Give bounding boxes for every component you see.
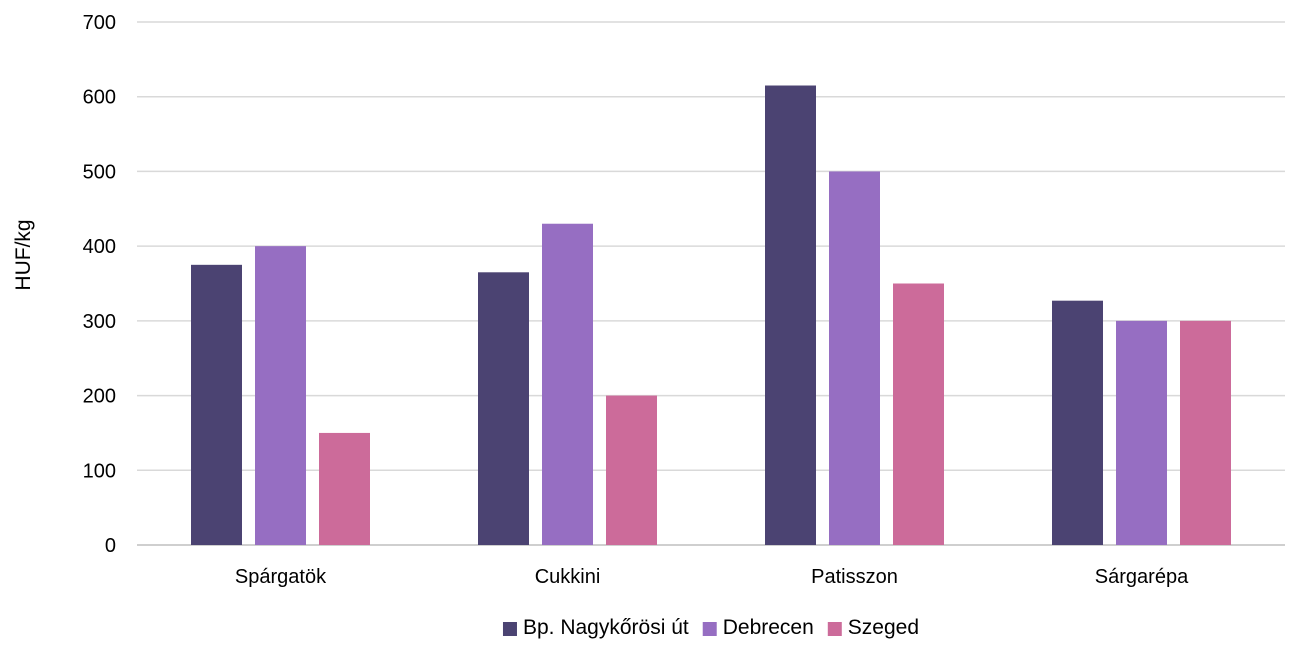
gridlines xyxy=(137,21,1285,546)
bar-2-3 xyxy=(829,171,880,545)
bar-3-4 xyxy=(1180,320,1231,545)
y-tick-label: 400 xyxy=(83,236,116,258)
bar-2-4 xyxy=(1116,320,1167,545)
y-tick-label: 600 xyxy=(83,87,116,109)
x-axis-ticks: Spárgatök Cukkini Patisszon Sárgarépa xyxy=(235,566,1189,588)
legend: Bp. Nagykőrösi út Debrecen Szeged xyxy=(502,616,919,639)
bar-3-3 xyxy=(893,283,944,545)
bar-1-4 xyxy=(1052,300,1103,545)
bar-1-3 xyxy=(765,85,816,545)
y-tick-label: 200 xyxy=(83,386,116,408)
x-tick-label: Spárgatök xyxy=(235,566,327,588)
y-tick-label: 300 xyxy=(83,311,116,333)
bar-1-2 xyxy=(478,272,529,545)
legend-swatch xyxy=(702,622,717,636)
bar-2-1 xyxy=(255,246,306,545)
y-axis-title: HUF/kg xyxy=(12,219,35,290)
y-tick-label: 0 xyxy=(105,535,116,557)
y-tick-label: 700 xyxy=(83,12,116,34)
bar-2-2 xyxy=(542,223,593,545)
legend-label: Szeged xyxy=(848,616,919,639)
x-tick-label: Patisszon xyxy=(811,566,898,588)
y-tick-label: 100 xyxy=(83,460,116,482)
legend-label: Debrecen xyxy=(723,616,814,639)
legend-swatch xyxy=(502,622,517,636)
x-tick-label: Cukkini xyxy=(535,566,601,588)
bar-3-1 xyxy=(319,432,370,545)
legend-label: Bp. Nagykőrösi út xyxy=(523,616,689,639)
bar-1-1 xyxy=(191,264,242,545)
bars xyxy=(191,85,1231,545)
y-axis-ticks: 0 100 200 300 400 500 600 700 xyxy=(83,12,116,557)
y-tick-label: 500 xyxy=(83,161,116,183)
bar-3-2 xyxy=(606,395,657,545)
legend-swatch xyxy=(827,622,842,636)
x-tick-label: Sárgarépa xyxy=(1095,566,1189,588)
